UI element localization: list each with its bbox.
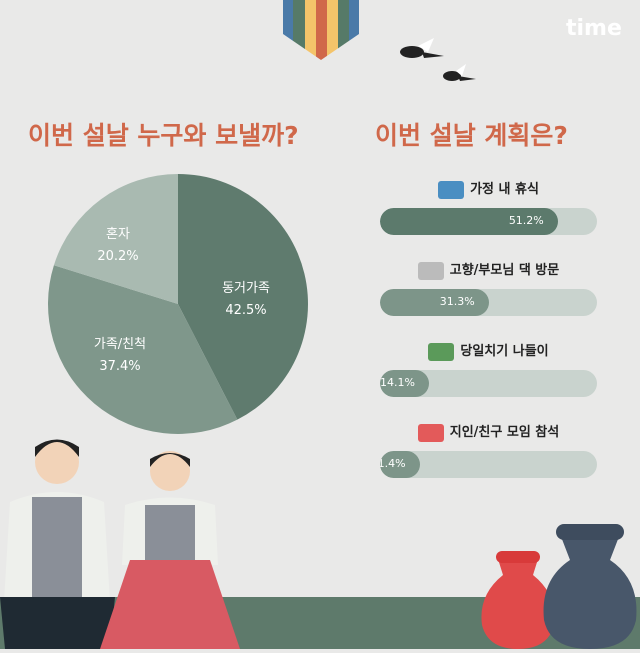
- mountain-icon: [428, 342, 455, 361]
- bar-fill: 31.3%: [380, 289, 489, 316]
- bar-value: 31.3%: [439, 295, 475, 308]
- bar-label: 당일치기 나들이: [380, 340, 597, 361]
- pie-title: 이번 설날 누구와 보낼까?: [28, 121, 299, 150]
- bar-track: 14.1%: [380, 370, 597, 397]
- red-lucky-bag: [478, 545, 558, 653]
- brand-logo: time: [566, 16, 622, 41]
- bar-label: 지인/친구 모임 참석: [380, 421, 597, 442]
- man-figure: [0, 432, 115, 653]
- bar-track: 31.3%: [380, 289, 597, 316]
- blue-lucky-bag: [540, 520, 640, 653]
- pie-label-2: 혼자 20.2%: [97, 227, 139, 264]
- bar-fill: 51.2%: [380, 208, 558, 235]
- friends-icon: [417, 423, 444, 442]
- bar-fill: 14.1%: [380, 370, 429, 397]
- train-icon: [417, 261, 444, 280]
- bar-fill: 11.4%: [380, 451, 420, 478]
- bar-track: 51.2%: [380, 208, 597, 235]
- armchair-icon: [438, 180, 465, 199]
- bar-value: 14.1%: [380, 376, 415, 389]
- bar-value: 51.2%: [508, 214, 544, 227]
- bar-track: 11.4%: [380, 451, 597, 478]
- pie-slice: [178, 174, 309, 420]
- ribbon-decoration: [283, 0, 359, 60]
- bar-value: 11.4%: [380, 457, 406, 470]
- pie-slice: [47, 265, 238, 434]
- bar-title: 이번 설날 계획은?: [375, 121, 568, 150]
- pie-label-1: 가족/친척 37.4%: [93, 337, 147, 374]
- pie-label-0: 동거가족 42.5%: [222, 281, 270, 318]
- magpie-icon: [390, 38, 480, 94]
- woman-figure: [100, 445, 240, 653]
- pie-chart: [47, 174, 309, 434]
- pie-slice: [53, 174, 178, 304]
- bar-label: 가정 내 휴식: [380, 178, 597, 199]
- bar-label: 고향/부모님 댁 방문: [380, 259, 597, 280]
